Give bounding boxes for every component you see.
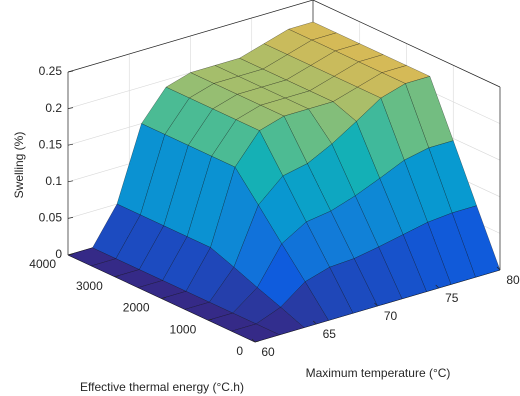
y-tick-label: 0	[236, 344, 243, 358]
x-tick-label: 80	[506, 273, 520, 287]
x-tick-label: 75	[445, 291, 459, 305]
tick-mark	[251, 338, 256, 343]
x-tick-label: 60	[261, 345, 275, 359]
x-axis-label: Maximum temperature (°C)	[306, 366, 451, 380]
tick-mark	[208, 318, 213, 321]
tick-mark	[67, 180, 74, 183]
tick-mark	[67, 107, 74, 109]
y-tick-label: 1000	[170, 322, 197, 336]
y-tick-label: 2000	[123, 301, 150, 315]
tick-mark	[374, 302, 378, 307]
tick-mark	[67, 253, 73, 256]
z-tick-label: 0.1	[45, 174, 62, 188]
tick-mark	[161, 297, 166, 299]
z-tick-label: 0.15	[39, 137, 63, 151]
y-tick-label: 3000	[76, 279, 103, 293]
axis-line	[312, 0, 501, 88]
tick-mark	[67, 143, 74, 146]
tick-mark	[254, 340, 260, 343]
tick-mark	[313, 320, 317, 325]
tick-mark	[435, 284, 439, 289]
tick-mark	[67, 217, 74, 219]
z-tick-label: 0.2	[45, 101, 62, 115]
x-tick-label: 70	[384, 309, 398, 323]
y-tick-label: 4000	[29, 257, 56, 271]
tick-mark	[114, 275, 119, 278]
x-tick-label: 65	[323, 327, 337, 341]
surface-patch	[231, 323, 280, 343]
z-axis-label: Swelling (%)	[12, 132, 26, 199]
z-tick-label: 0	[55, 247, 62, 261]
z-tick-label: 0.25	[39, 64, 63, 78]
tick-mark	[496, 266, 501, 271]
z-tick-label: 0.05	[39, 211, 63, 225]
axis-line	[67, 0, 314, 73]
tick-mark	[67, 70, 74, 73]
y-axis-label: Effective thermal energy (°C.h)	[80, 380, 244, 394]
